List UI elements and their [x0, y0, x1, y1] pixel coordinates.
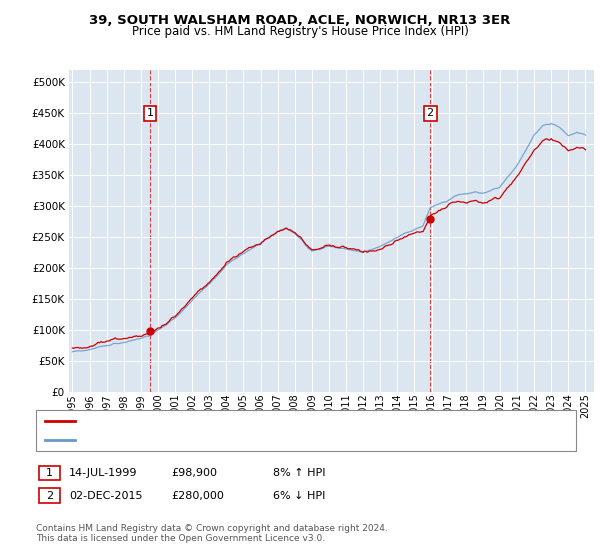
- Text: 1: 1: [46, 468, 53, 478]
- Text: 8% ↑ HPI: 8% ↑ HPI: [273, 468, 325, 478]
- Text: Contains HM Land Registry data © Crown copyright and database right 2024.
This d: Contains HM Land Registry data © Crown c…: [36, 524, 388, 543]
- Text: 2: 2: [46, 491, 53, 501]
- Text: 14-JUL-1999: 14-JUL-1999: [69, 468, 137, 478]
- Text: 6% ↓ HPI: 6% ↓ HPI: [273, 491, 325, 501]
- Text: Price paid vs. HM Land Registry's House Price Index (HPI): Price paid vs. HM Land Registry's House …: [131, 25, 469, 38]
- Text: £98,900: £98,900: [171, 468, 217, 478]
- Text: 2: 2: [427, 108, 434, 118]
- Text: £280,000: £280,000: [171, 491, 224, 501]
- Text: 39, SOUTH WALSHAM ROAD, ACLE, NORWICH, NR13 3ER (detached house): 39, SOUTH WALSHAM ROAD, ACLE, NORWICH, N…: [81, 417, 471, 426]
- Text: 02-DEC-2015: 02-DEC-2015: [69, 491, 143, 501]
- Text: HPI: Average price, detached house, Broadland: HPI: Average price, detached house, Broa…: [81, 435, 327, 445]
- Text: 1: 1: [146, 108, 154, 118]
- Text: 39, SOUTH WALSHAM ROAD, ACLE, NORWICH, NR13 3ER: 39, SOUTH WALSHAM ROAD, ACLE, NORWICH, N…: [89, 14, 511, 27]
